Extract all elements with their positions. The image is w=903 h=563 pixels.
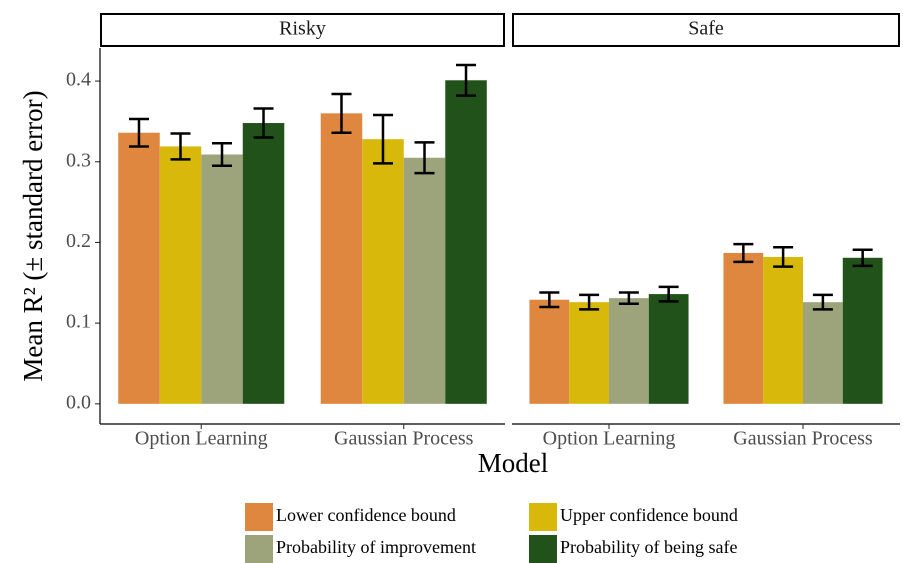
legend-swatch: [245, 503, 273, 531]
error-bar: [579, 293, 600, 311]
bar: [320, 113, 363, 404]
x-tick-label: Option Learning: [135, 428, 268, 450]
bar: [609, 298, 649, 404]
x-axis-title: Model: [478, 448, 549, 478]
error-bar: [812, 293, 833, 311]
bar: [403, 157, 446, 404]
error-bar: [773, 246, 794, 268]
y-axis-title: Mean R² (± standard error): [18, 90, 48, 381]
error-bar: [733, 242, 754, 264]
bar: [159, 146, 202, 404]
y-tick-label: 0.2: [66, 230, 91, 252]
strip-label: Safe: [688, 18, 724, 40]
bar: [118, 132, 160, 404]
bar: [362, 139, 404, 404]
y-tick-label: 0.3: [66, 149, 91, 171]
error-bar: [170, 132, 191, 161]
strip-label: Risky: [279, 18, 326, 40]
bar: [763, 256, 803, 404]
legend-swatch: [529, 503, 557, 531]
error-bar: [128, 117, 149, 148]
bar: [201, 154, 243, 404]
error-bar: [212, 141, 233, 168]
bar: [569, 302, 609, 404]
bar: [648, 294, 689, 404]
bar: [842, 257, 883, 404]
bar: [445, 80, 487, 404]
legend-swatch: [245, 535, 273, 563]
legend-label: Upper confidence bound: [560, 505, 738, 525]
error-bar: [372, 113, 393, 165]
y-tick-label: 0.1: [66, 311, 91, 333]
x-tick-label: Option Learning: [543, 428, 676, 450]
error-bar: [331, 92, 352, 134]
y-tick-label: 0.0: [66, 391, 91, 413]
legend-label: Probability of being safe: [560, 537, 737, 557]
error-bar: [539, 291, 560, 309]
error-bar: [253, 107, 274, 139]
x-tick-label: Gaussian Process: [334, 428, 474, 450]
x-tick-label: Gaussian Process: [733, 428, 873, 450]
error-bar: [456, 63, 477, 97]
legend-label: Probability of improvement: [276, 537, 476, 557]
bar: [803, 302, 843, 404]
bar: [529, 299, 570, 404]
error-bar: [414, 141, 435, 175]
bar: [242, 123, 285, 404]
bar: [723, 252, 764, 404]
legend-swatch: [529, 535, 557, 563]
error-bar: [618, 291, 639, 306]
strip: [512, 13, 900, 47]
y-tick-label: 0.4: [66, 69, 91, 91]
strip: [100, 13, 505, 47]
error-bar: [658, 285, 679, 303]
legend-label: Lower confidence bound: [276, 505, 456, 525]
error-bar: [852, 248, 873, 268]
